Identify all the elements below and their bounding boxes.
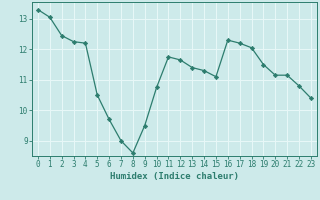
X-axis label: Humidex (Indice chaleur): Humidex (Indice chaleur): [110, 172, 239, 181]
